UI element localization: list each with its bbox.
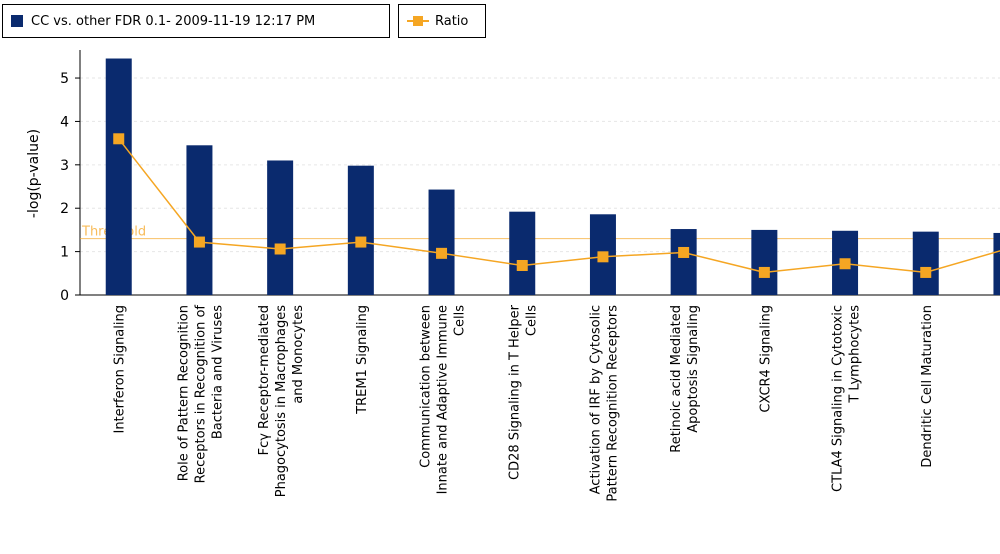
category-label-line: Pattern Recognition Receptors [605,305,620,502]
category-label-line: Receptors in Recognition of [193,305,208,484]
category-label-line: Apoptosis Signaling [686,305,701,433]
ratio-point [758,266,770,278]
category-label-line: TREM1 Signaling [355,305,370,415]
bar [670,229,697,295]
category-label-line: Communication between [419,305,434,468]
category-label: Role of Pattern Recognition Receptors in … [176,305,225,484]
category-label-line: T Lymphocytes [848,305,863,404]
category-label-line: Fcγ Receptor-mediated [257,305,272,455]
ratio-point [678,246,690,258]
category-label-line: Phagocytosis in Macrophages [274,305,289,497]
category-label-line: and Monocytes [291,305,306,404]
ratio-point [920,266,932,278]
ratio-point [355,236,367,248]
bar [993,232,1000,295]
ratio-point [516,259,528,271]
y-tick-label: 4 [60,114,69,130]
category-label: CD28 Signaling in T Helper Cells [508,304,540,480]
category-label-line: Activation of IRF by Cytosolic [588,305,603,494]
legend-ratio-series: Ratio [398,4,486,38]
ratio-line [118,138,1000,274]
category-label: TREM1 Signaling [355,305,370,415]
bar [186,145,213,295]
threshold-line-group: Threshold [80,225,1000,240]
ratio-line-group [113,133,1000,278]
bar [105,58,132,296]
legend-bar-swatch [11,15,23,27]
ratio-point [597,251,609,263]
y-tick-label: 1 [60,245,69,261]
bar [751,229,778,295]
bar [267,160,294,295]
category-label-line: Innate and Adaptive Immune [436,305,451,494]
category-labels: Interferon Signaling Role of Pattern Reco… [113,304,935,502]
category-label: Communication between Innate and Adaptive… [419,305,468,495]
category-label-line: Dendritic Cell Maturation [920,305,935,468]
ratio-point [274,243,286,255]
category-label-line: CTLA4 Signaling in Cytotoxic [831,305,846,492]
category-label: CTLA4 Signaling in Cytotoxic T Lymphocyte… [831,305,863,492]
y-tick-label: 0 [60,288,69,304]
ratio-point [113,133,125,145]
bar [912,231,939,295]
y-tick-label: 2 [60,201,69,217]
legend-ratio-label: Ratio [435,13,469,29]
category-label: Interferon Signaling [113,305,128,434]
category-label: Activation of IRF by Cytosolic Pattern Re… [588,305,620,502]
category-label-line: Bacteria and Viruses [210,305,225,439]
bar [347,165,374,295]
category-label: Dendritic Cell Maturation [920,305,935,468]
ratio-point [193,236,205,248]
ratio-point [436,247,448,259]
y-tick-label: 3 [60,158,69,174]
bar [428,189,455,295]
category-label-line: CD28 Signaling in T Helper [508,304,523,480]
category-label: CXCR4 Signaling [758,305,773,413]
category-label-line: Cells [453,305,468,336]
category-label-line: Cells [525,305,540,336]
category-label-line: Interferon Signaling [113,305,128,434]
gridlines [80,77,1000,253]
category-label-line: CXCR4 Signaling [758,305,773,413]
legend-bar-label: CC vs. other FDR 0.1- 2009-11-19 12:17 P… [31,13,316,29]
category-label-line: Role of Pattern Recognition [176,305,191,481]
category-label: Fcγ Receptor-mediated Phagocytosis in Mac… [257,305,306,497]
bar [509,211,536,295]
ratio-point [839,258,851,270]
legend-ratio-swatch [407,15,429,27]
legend-bar-series: CC vs. other FDR 0.1- 2009-11-19 12:17 P… [2,4,390,38]
y-tick-label: 5 [60,71,69,87]
category-label-line: Retinoic acid Mediated [669,305,684,453]
category-label: Retinoic acid Mediated Apoptosis Signalin… [669,305,701,453]
y-axis-label: -log(p-value) [26,129,42,218]
bars [105,58,1000,296]
